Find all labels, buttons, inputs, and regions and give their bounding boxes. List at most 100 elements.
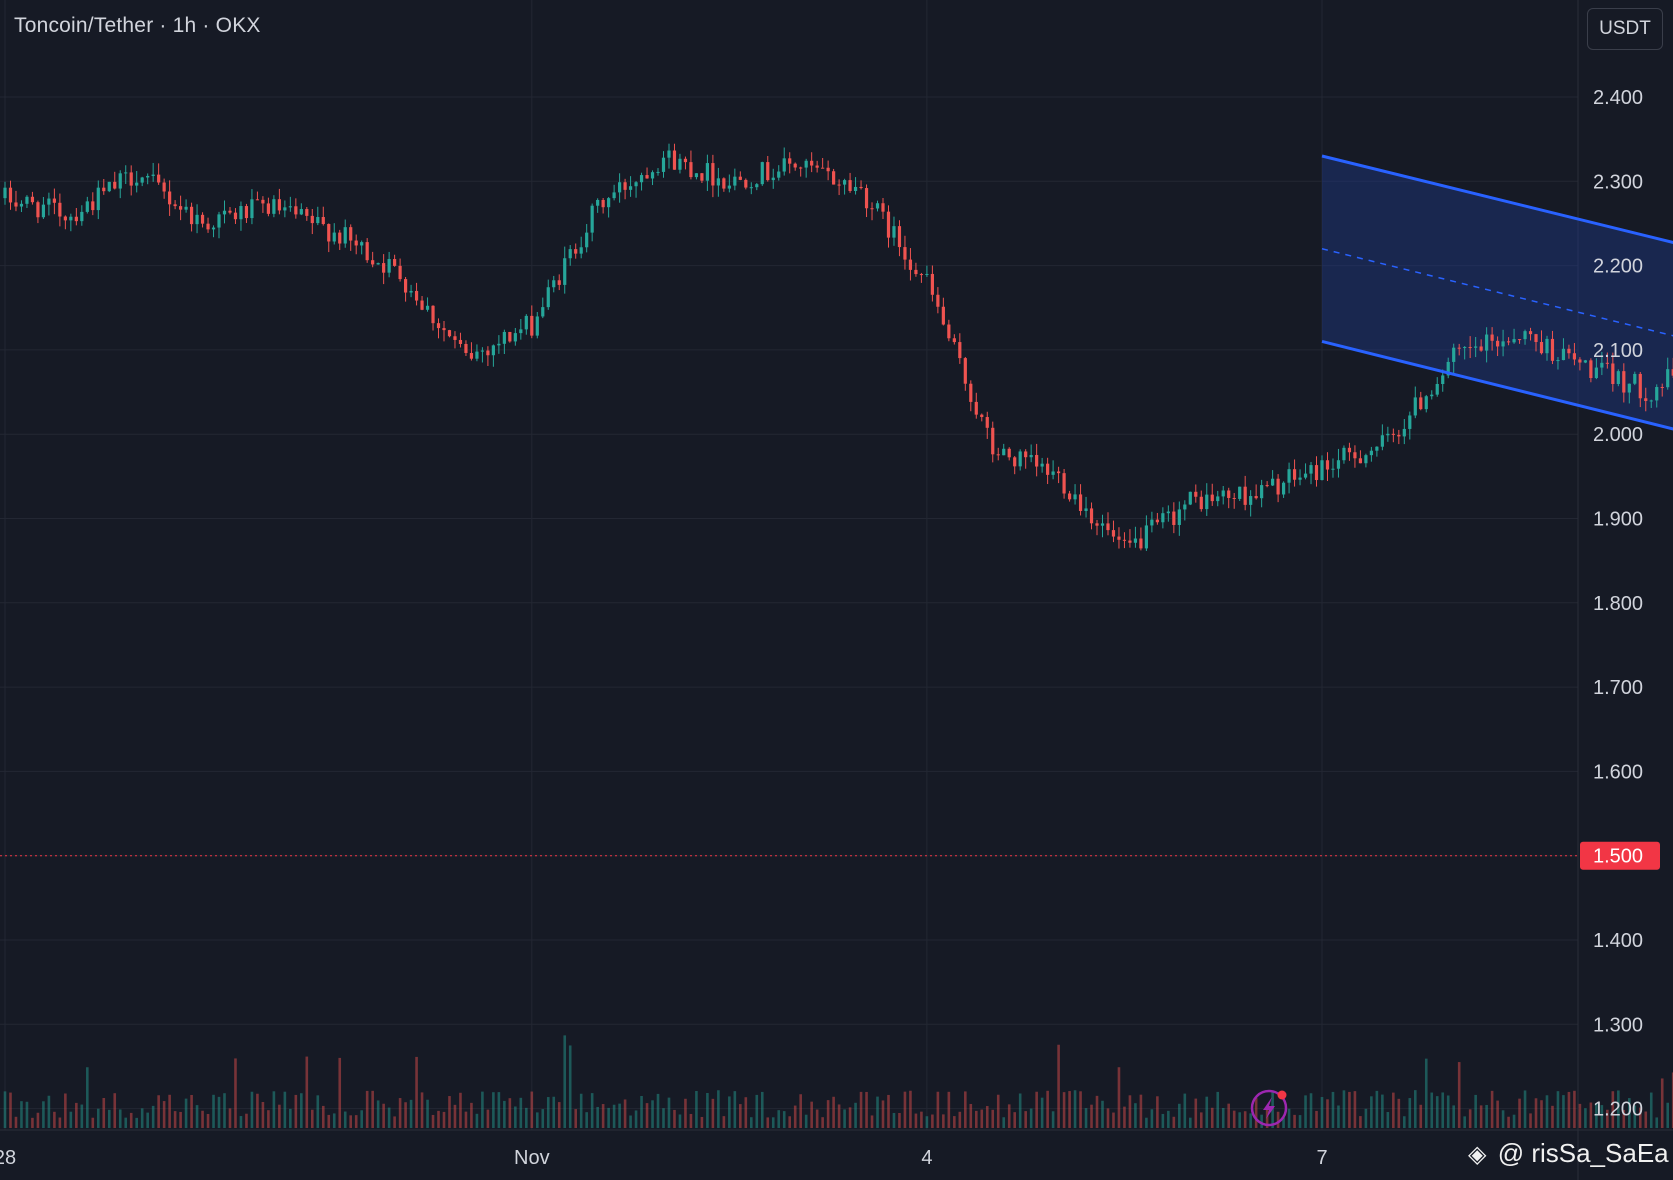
volume-bar [1216,1091,1220,1128]
volume-bar [804,1114,808,1128]
candle-body [502,331,506,344]
candle-body [261,199,265,204]
candle-body [294,206,298,215]
candle-body [552,280,556,288]
candle-body [744,179,748,188]
candle-body [930,273,934,295]
volume-bar [31,1117,34,1128]
candle-body [815,165,819,168]
candle-body [1227,490,1231,498]
volume-bar [184,1098,188,1128]
candle-body [211,227,216,230]
candle-body [1572,353,1577,360]
candle-body [870,208,874,210]
volume-bar [1534,1098,1538,1128]
volume-bar [722,1116,726,1128]
candle-body [217,214,221,228]
candle-body [1002,448,1006,456]
candle-body [1057,471,1061,474]
volume-bar [1172,1116,1176,1128]
candle-body [574,249,578,254]
candle-body [332,232,336,242]
candle-body [113,181,117,189]
candle-body [826,167,830,172]
candle-body [810,160,814,166]
volume-bar [651,1100,654,1128]
volume-bar [1024,1111,1027,1128]
candle-body [1254,496,1258,499]
candle-body [189,206,194,225]
volume-bar [437,1110,440,1128]
candle-body [1073,494,1077,500]
candle-body [612,192,616,199]
volume-bar [1161,1113,1165,1128]
candle-body [1567,348,1571,354]
candle-body [1007,448,1011,458]
candle-body [47,198,51,205]
currency-selector-button[interactable]: USDT [1587,8,1663,50]
candle-body [239,206,243,220]
volume-bar [1227,1103,1231,1128]
candle-body [1512,339,1516,343]
candle-body [41,204,46,218]
volume-bar [1578,1103,1582,1128]
candle-body [1633,373,1637,384]
candle-body [1139,538,1143,549]
candle-body [996,454,1000,456]
candle-body [1622,371,1626,393]
candle-body [623,182,627,190]
volume-bar [1622,1109,1626,1128]
candle-body [96,187,100,211]
volume-bar [464,1111,468,1128]
volume-bar [294,1094,298,1128]
symbol-title[interactable]: Toncoin/Tether · 1h · OKX [14,14,261,37]
candle-body [1128,540,1132,543]
candle-body [1550,338,1555,361]
candle-body [1605,362,1609,364]
candle-body [1435,383,1439,395]
candle-body [1336,460,1341,469]
candle-body [393,259,397,266]
volume-bar [173,1111,177,1128]
candle-body [1320,460,1324,481]
volume-bar [1446,1095,1450,1128]
volume-bar [760,1091,764,1128]
candle-body [244,206,249,219]
candle-body [727,185,731,189]
volume-bar [623,1099,627,1128]
candle-body [541,307,545,317]
candle-body [420,300,424,310]
volume-bar [1337,1105,1340,1128]
volume-bar [1046,1090,1049,1128]
candle-body [283,207,287,211]
volume-bar [212,1094,215,1128]
volume-bar [124,1117,128,1128]
volume-bar [107,1109,111,1128]
candle-body [1655,387,1659,401]
candle-body [403,279,408,293]
candle-body [1046,463,1050,475]
candle-body [1545,338,1549,354]
volume-bar [245,1113,248,1128]
candle-body [36,202,40,218]
volume-bar [629,1115,632,1128]
volume-bar [1320,1097,1324,1128]
volume-bar [316,1095,320,1128]
candle-body [1024,451,1028,458]
volume-bar [1062,1092,1066,1128]
candle-body [1216,496,1220,502]
volume-bar [766,1117,770,1128]
volume-bar [1617,1090,1620,1128]
candle-body [80,211,84,222]
volume-bar [459,1092,462,1128]
volume-bar [590,1093,594,1128]
candle-body [777,171,781,178]
volume-bar [1095,1095,1099,1128]
notification-dot-icon [1277,1090,1287,1100]
candle-body [1035,454,1039,467]
volume-bar [1392,1092,1395,1128]
candle-body [1309,465,1313,474]
candle-body [771,177,775,181]
volume-bar [343,1111,347,1128]
